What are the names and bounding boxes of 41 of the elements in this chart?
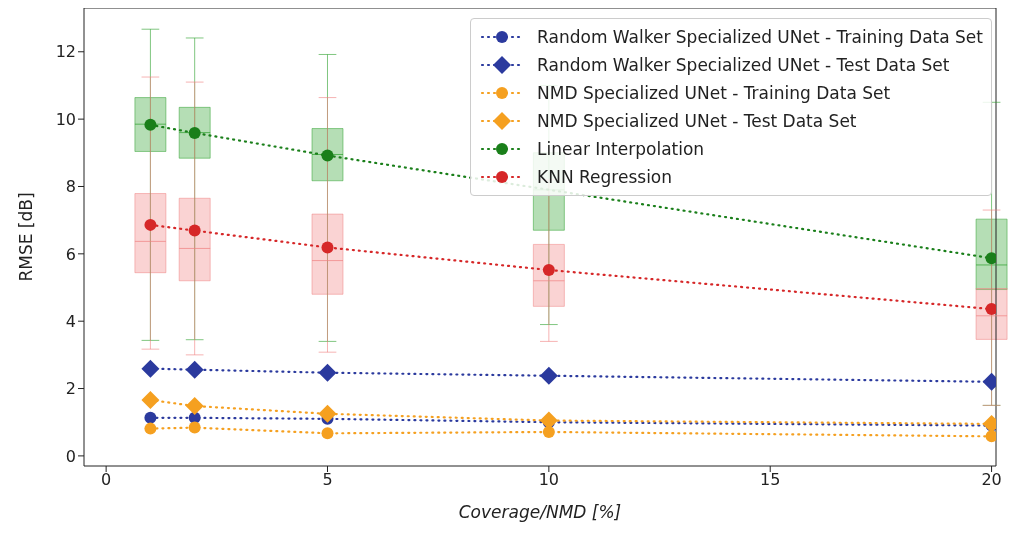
point: [985, 252, 996, 265]
point: [144, 118, 157, 131]
y-tick-label: 12: [55, 42, 76, 62]
point: [318, 363, 337, 382]
point: [985, 430, 996, 443]
point: [185, 360, 204, 379]
point: [144, 422, 157, 435]
point: [318, 404, 337, 423]
point: [141, 390, 160, 409]
x-tick-label: 5: [322, 470, 333, 490]
legend-label: NMD Specialized UNet - Training Data Set: [537, 83, 891, 103]
x-tick-label: 20: [981, 470, 1002, 490]
y-tick-label: 0: [65, 446, 76, 466]
point: [321, 241, 334, 254]
x-tick-label: 10: [538, 470, 560, 490]
x-axis-title: Coverage/NMD [%]: [458, 502, 622, 522]
y-tick-label: 6: [65, 244, 76, 264]
legend-label: Random Walker Specialized UNet - Training Data Set: [537, 27, 983, 47]
point: [185, 397, 204, 416]
y-axis-title: RMSE [dB]: [16, 192, 37, 282]
point: [188, 421, 201, 434]
y-tick-label: 2: [65, 379, 76, 399]
legend-label: Linear Interpolation: [537, 139, 705, 159]
point: [539, 366, 558, 385]
point: [144, 218, 157, 231]
legend-label: KNN Regression: [537, 167, 673, 187]
point: [542, 425, 555, 438]
point: [188, 224, 201, 237]
point: [141, 359, 160, 378]
point: [542, 264, 555, 276]
point: [321, 427, 334, 440]
legend-label: NMD Specialized UNet - Test Data Set: [537, 111, 857, 131]
x-tick-label: 0: [101, 470, 112, 490]
y-tick-label: 8: [65, 177, 76, 197]
point: [144, 411, 157, 424]
x-tick-label: 15: [760, 470, 781, 490]
point: [188, 126, 201, 139]
point: [321, 149, 334, 162]
y-tick-label: 4: [65, 311, 76, 331]
y-tick-label: 10: [55, 109, 76, 129]
legend-label: Random Walker Specialized UNet - Test Data Set: [537, 55, 950, 75]
